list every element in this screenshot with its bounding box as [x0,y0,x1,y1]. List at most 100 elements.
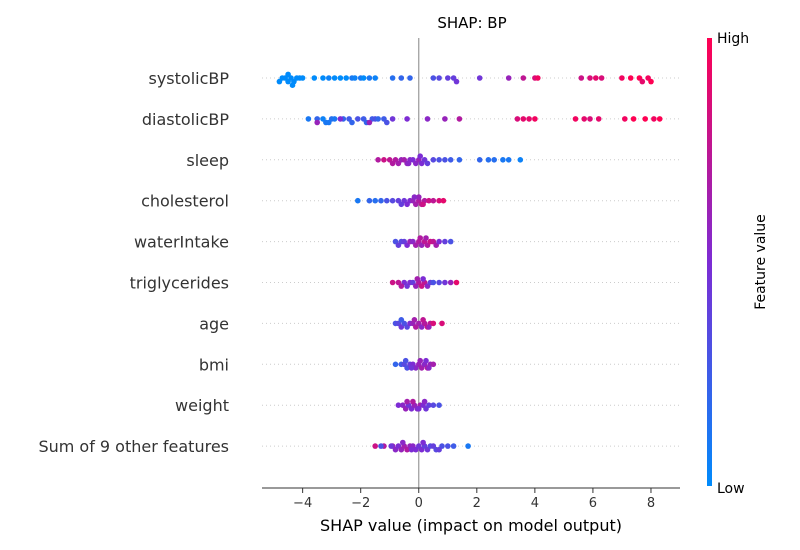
shap-point [442,157,448,163]
shap-point [349,119,355,126]
shap-point [456,157,463,163]
shap-point [639,78,646,85]
shap-point [622,116,628,122]
shap-point [500,157,506,163]
shap-point [398,75,405,81]
shap-point [476,75,483,81]
shap-point [337,116,344,122]
shap-point [426,197,432,204]
shap-point [360,75,367,81]
shap-point [421,398,428,405]
shap-point [420,439,426,446]
shap-point [408,446,415,453]
x-axis: −4 −2 0 2 4 6 8 [262,487,680,511]
shap-point [581,116,587,122]
shap-point [417,235,424,241]
shap-point [285,71,291,78]
shap-point [343,75,350,81]
shap-point [598,75,605,81]
shap-point [408,365,415,371]
shap-point [436,197,442,204]
x-tick-label: −4 [293,496,312,511]
shap-point [587,116,593,122]
shap-point [439,320,445,327]
shap-point [355,116,361,122]
x-tick-label: 2 [473,496,481,511]
colorbar-low-label: Low [717,481,745,497]
shap-points [276,71,663,453]
x-tick-label: −2 [351,496,370,511]
shap-point [352,75,358,81]
shap-point [417,153,424,159]
shap-point [656,116,663,122]
shap-point [405,160,412,167]
shap-point [372,443,379,449]
shap-point [430,157,437,163]
shap-point [420,317,426,323]
colorbar-title: Feature value [753,214,769,310]
shap-point [491,157,498,163]
shap-point [395,160,402,167]
shap-point [442,279,448,286]
shap-point [381,157,387,163]
feature-label: diastolicBP [142,110,229,129]
shap-point [436,279,442,286]
shap-point [389,160,396,167]
shap-point [430,361,437,368]
shap-point [398,201,405,208]
shap-point [305,116,312,122]
shap-point [442,116,448,122]
feature-label: weight [175,396,229,415]
shap-point [456,116,463,122]
shap-point [423,357,429,364]
shap-point [642,116,648,122]
shap-point [535,75,541,81]
shap-point [289,82,296,88]
shap-point [366,197,373,204]
shap-point [430,320,437,327]
shap-point [440,197,447,204]
shap-point [420,276,426,282]
shap-point [445,443,451,449]
shap-point [627,75,634,81]
shap-point [648,78,654,85]
shap-point [424,160,431,167]
feature-label: triglycerides [130,274,229,293]
shap-point [337,75,344,81]
shap-point [436,157,442,163]
shap-point [450,443,457,449]
shap-point [320,75,326,81]
shap-point [505,157,512,163]
shap-point [395,242,402,248]
shap-point [299,75,306,81]
feature-label: Sum of 9 other features [38,437,229,456]
shap-point [276,78,283,85]
feature-label: bmi [199,355,229,374]
shap-point [430,75,437,81]
shap-point [505,75,512,81]
shap-point [411,317,418,323]
shap-point [526,116,532,122]
shap-point [326,75,332,81]
shap-point [445,75,451,81]
shap-point [416,194,422,200]
x-tick-label: 6 [589,496,597,511]
shap-point [420,201,426,208]
shap-point [417,357,424,364]
shap-point [389,279,396,286]
x-axis-label: SHAP value (impact on model output) [320,516,622,535]
shap-point [400,439,406,446]
shap-point [402,357,409,364]
shap-point [476,157,483,163]
shap-point [595,116,602,122]
shap-point [423,235,429,241]
shap-point [389,75,396,81]
shap-point [314,119,321,126]
shap-point [404,398,410,405]
x-tick-label: 0 [415,496,423,511]
shap-point [378,443,384,449]
feature-rows: systolicBP diastolicBP sleep cholesterol wat… [38,69,680,456]
shap-point [453,279,460,286]
shap-point [587,75,593,81]
